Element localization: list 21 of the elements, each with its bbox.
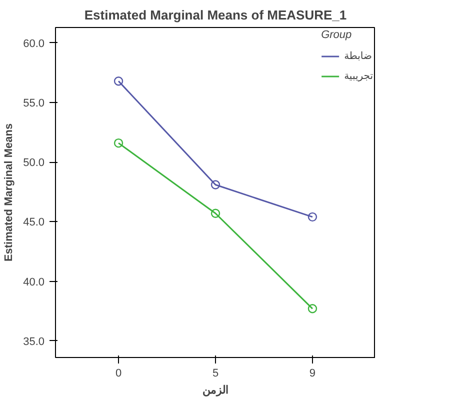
x-tick-label: 5 xyxy=(212,368,219,380)
y-tick-label: 35.0 xyxy=(23,336,45,348)
x-axis-title: الزمن xyxy=(202,384,228,396)
y-tick-label: 55.0 xyxy=(23,98,45,110)
point xyxy=(114,76,124,86)
y-tick-label: 45.0 xyxy=(23,216,45,229)
point xyxy=(308,212,318,222)
point xyxy=(114,138,124,148)
y-axis-title: Estimated Marginal Means xyxy=(3,123,16,262)
legend-title: Group xyxy=(321,29,353,41)
point xyxy=(210,208,220,218)
y-tick-label: 40.0 xyxy=(23,276,45,288)
legend-label: تجريبية xyxy=(344,70,373,82)
y-tick-label: 50.0 xyxy=(23,157,45,170)
x-tick-label: 0 xyxy=(115,368,122,380)
y-tick-label: 60.0 xyxy=(23,38,45,50)
chart-title: Estimated Marginal Means of MEASURE_1 xyxy=(84,8,347,22)
x-tick-label: 9 xyxy=(309,368,316,380)
legend-label: ضابطة xyxy=(344,50,372,62)
point xyxy=(210,180,220,190)
point xyxy=(308,304,318,314)
